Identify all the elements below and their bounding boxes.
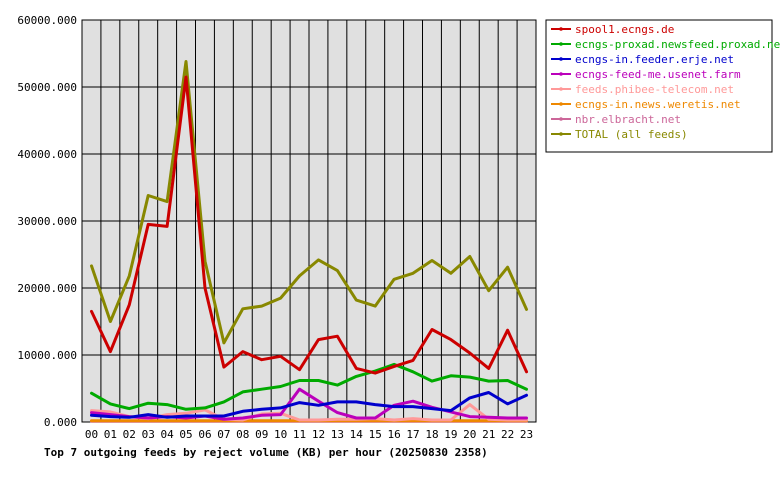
legend-entry-label: nbr.elbracht.net [575,113,681,126]
y-tick-label: 30000.000 [17,215,77,228]
x-tick-label: 01 [104,428,117,441]
x-tick-label: 22 [501,428,514,441]
x-tick-label: 20 [463,428,476,441]
series-line [90,403,528,422]
y-tick-label: 10000.000 [17,349,77,362]
legend-entry-label: TOTAL (all feeds) [575,128,688,141]
x-tick-label: 17 [406,428,419,441]
x-tick-label: 09 [255,428,268,441]
legend-marker [559,132,563,136]
x-tick-label: 11 [293,428,306,441]
x-tick-label: 06 [198,428,211,441]
legend-marker [559,42,563,46]
legend-marker [559,57,563,61]
x-tick-label: 00 [85,428,98,441]
x-tick-label: 13 [331,428,344,441]
series-line [90,60,528,345]
y-tick-label: 40000.000 [17,148,77,161]
legend-entry-label: spool1.ecngs.de [575,23,674,36]
x-tick-label: 16 [388,428,401,441]
legend-box [545,19,773,153]
y-tick-labels: 0.000 10000.000 20000.000 30000.000 40000.00… [17,14,77,429]
y-tick-label: 20000.000 [17,282,77,295]
x-tick-label: 21 [482,428,495,441]
legend-marker [559,27,563,31]
x-tick-label: 03 [142,428,155,441]
x-tick-label: 07 [217,428,230,441]
x-tick-label: 04 [161,428,175,441]
series-line [90,362,528,411]
y-tick-label: 0.000 [44,416,77,429]
x-tick-label: 08 [236,428,249,441]
legend-entry-label: ecngs-in.feeder.erje.net [575,53,734,66]
chart-title: Top 7 outgoing feeds by reject volume (K… [44,446,488,459]
legend-marker [559,102,563,106]
x-tick-label: 10 [274,428,287,441]
x-tick-label: 05 [179,428,192,441]
series-line [90,391,528,419]
y-tick-label: 50000.000 [17,81,77,94]
legend-entry-label: ecngs-proxad.newsfeed.proxad.net [575,38,780,51]
legend-marker [559,117,563,121]
legend-entry-label: ecngs-feed-me.usenet.farm [575,68,741,81]
series-line [90,75,528,375]
x-tick-label: 19 [444,428,457,441]
x-tick-label: 02 [123,428,136,441]
legend: spool1.ecngs.de ecngs-proxad.newsfeed.pro… [545,19,780,153]
y-tick-label: 60000.000 [17,14,77,27]
x-tick-label: 14 [350,428,364,441]
legend-entry-label: ecngs-in.news.weretis.net [575,98,741,111]
x-tick-label: 12 [312,428,325,441]
x-tick-label: 23 [520,428,533,441]
legend-entry-label: feeds.phibee-telecom.net [575,83,734,96]
legend-marker [559,72,563,76]
x-tick-label: 15 [369,428,382,441]
series-lines [90,60,528,423]
x-tick-label: 18 [425,428,438,441]
x-tick-labels: 00 01 02 03 04 05 06 07 08 09 10 11 12 13 14 15 16 17 18 19… [85,428,533,441]
legend-marker [559,87,563,91]
